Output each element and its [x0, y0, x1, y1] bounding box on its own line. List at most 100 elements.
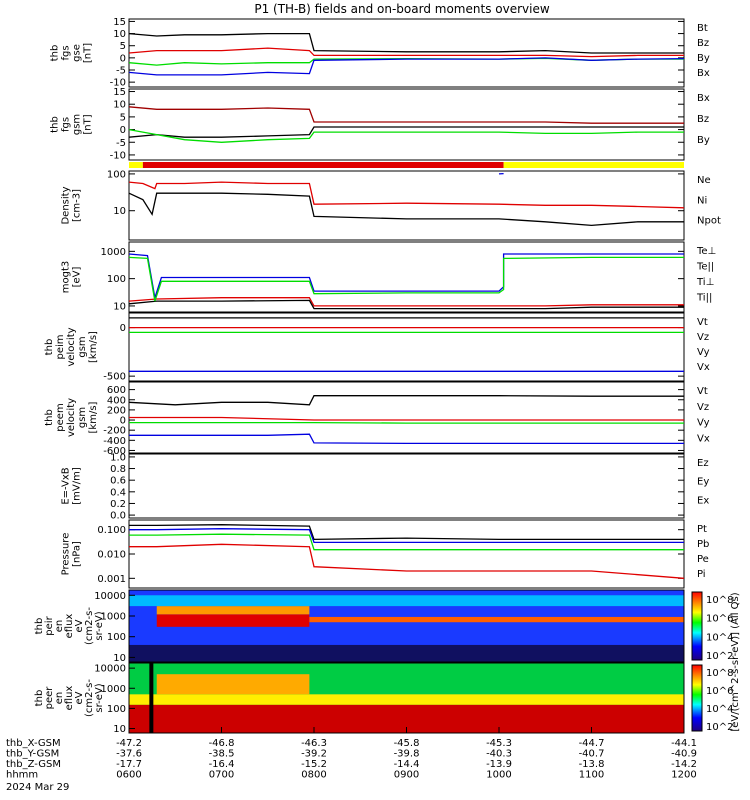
y-axis-label: eflux — [64, 614, 75, 639]
series-line-Bz — [128, 47, 684, 58]
spec-band — [129, 644, 684, 662]
panel-frame — [128, 453, 685, 519]
y-tick-label: -10 — [110, 150, 126, 161]
time-axis-value: -13.8 — [579, 759, 605, 770]
y-tick-label: 15 — [113, 87, 126, 98]
time-axis-value: 1000 — [486, 770, 511, 781]
legend-Pi: Pi — [697, 569, 706, 580]
y-axis-label: [cm-3] — [72, 189, 83, 222]
legend-Bz: Bz — [697, 114, 709, 125]
y-tick-label: 10000 — [94, 591, 126, 602]
series-line-Vy — [129, 421, 684, 424]
y-axis-label: velocity — [66, 398, 77, 437]
y-tick-label: 200 — [107, 405, 126, 416]
time-axis-value: -39.8 — [394, 749, 420, 760]
spec-band — [309, 616, 684, 623]
legend-Ex: Ex — [697, 495, 709, 506]
legend-By: By — [697, 53, 710, 64]
legend-Te⊥: Te⊥ — [696, 246, 716, 257]
series-line-Te|| — [128, 299, 684, 310]
legend-Pb: Pb — [697, 539, 709, 550]
series-line-Ne — [128, 181, 685, 209]
spec-band — [156, 606, 310, 615]
y-axis-label: fgs — [61, 45, 72, 60]
colorbar — [691, 664, 703, 732]
y-axis-label: thb — [44, 409, 55, 426]
y-axis-label: Pressure — [61, 533, 72, 576]
time-axis-value: -17.7 — [116, 759, 142, 770]
y-tick-label: 100 — [107, 169, 126, 180]
panel-frame — [128, 312, 685, 382]
y-axis-label: [nPa] — [72, 541, 83, 567]
y-axis-label: sr-eV) — [94, 683, 105, 712]
y-axis-label: peir — [44, 615, 55, 635]
y-axis-label: [nT] — [83, 114, 94, 134]
legend-By: By — [697, 135, 710, 146]
y-axis-label: en — [54, 620, 65, 633]
series-line-Te⊥ — [128, 297, 684, 307]
legend-Vx: Vx — [697, 433, 710, 444]
y-axis-label: thb — [34, 618, 45, 635]
y-tick-label: 1.0 — [110, 452, 126, 463]
panel-frame — [128, 241, 685, 313]
time-axis-layer: thb_X-GSM -47.2 -46.8 -46.3 -45.8 -45.3 -44.7-… — [6, 727, 697, 793]
y-tick-label: -500 — [103, 372, 126, 383]
time-axis-value: -39.2 — [301, 749, 327, 760]
time-axis-value: 0600 — [116, 770, 141, 781]
legend-Ey: Ey — [697, 477, 709, 488]
panel-moments: 1000 100 10 mogt3 [eV] Te⊥ Te|| Ti⊥ Ti|| — [61, 241, 716, 313]
series-line-Ni — [128, 192, 684, 227]
spectrogram-peir: 10000 1000 100 10 thb peir en eflux eV (cm2-s-sr-… — [34, 589, 733, 664]
y-tick-label: 0.001 — [97, 574, 126, 585]
legend-Vx: Vx — [697, 362, 710, 373]
time-axis-value: -46.3 — [301, 738, 327, 749]
y-tick-label: 0.8 — [110, 464, 126, 475]
mode-bar-segment — [129, 162, 143, 168]
series-line-Ti|| — [128, 256, 684, 302]
legend-Ne: Ne — [697, 175, 711, 186]
y-axis-label: E=-VxB — [61, 467, 72, 504]
y-axis-label: peem — [55, 403, 66, 431]
y-axis-label: fgs — [61, 117, 72, 132]
colorbar-label: [eV/(cm^2-s-sr-eV)] (All Qs) — [730, 592, 741, 731]
time-axis-value: -40.3 — [486, 749, 512, 760]
y-tick-label: 1000 — [101, 611, 126, 622]
time-axis-value: -16.4 — [209, 759, 235, 770]
y-tick-label: 100 — [107, 274, 126, 285]
time-axis-value: 0900 — [394, 770, 419, 781]
y-axis-label: gsm — [77, 336, 88, 357]
y-tick-label: 0 — [120, 53, 126, 64]
y-tick-label: 0 — [120, 416, 126, 427]
panel-frame — [128, 170, 685, 241]
spec-band — [129, 595, 684, 607]
spec-band — [129, 694, 684, 705]
series-line-Ti⊥ — [128, 253, 684, 298]
y-tick-label: 1000 — [101, 684, 126, 695]
legend-Vt: Vt — [697, 317, 708, 328]
y-tick-label: -400 — [103, 436, 126, 447]
y-tick-label: 1000 — [101, 247, 126, 258]
y-axis-label: gsm — [77, 407, 88, 428]
colorbar-tick-label: 10^2 — [706, 651, 733, 662]
time-axis-value: -47.2 — [116, 738, 142, 749]
legend-Bt: Bt — [697, 23, 708, 34]
spectrogram-peer: 10000 1000 100 10 thb peer en eflux eV (cm2-s-sr-… — [34, 662, 733, 735]
y-tick-label: 0.4 — [110, 487, 126, 498]
legend-Ti⊥: Ti⊥ — [696, 277, 714, 288]
time-axis-value: -13.9 — [486, 759, 512, 770]
series-line-Bx — [128, 106, 684, 124]
y-tick-label: 0.0 — [110, 511, 126, 522]
legend-Bz: Bz — [697, 38, 709, 49]
panel-peim: 0 -500 thb peim velocity gsm [km/s] Vt Vz Vy Vx — [44, 312, 710, 383]
time-axis-row-label: thb_X-GSM — [6, 738, 61, 749]
colorbar-tick-label: 10^8 — [706, 668, 733, 679]
y-axis-label: en — [54, 692, 65, 705]
legend-Te||: Te|| — [696, 262, 714, 273]
legend-Bx: Bx — [697, 93, 710, 104]
y-axis-label: [eV] — [72, 267, 83, 288]
y-axis-label: [km/s] — [88, 331, 99, 363]
y-tick-label: 15 — [113, 17, 126, 28]
legend-Ti||: Ti|| — [696, 293, 712, 304]
series-line-Pi — [129, 528, 684, 544]
